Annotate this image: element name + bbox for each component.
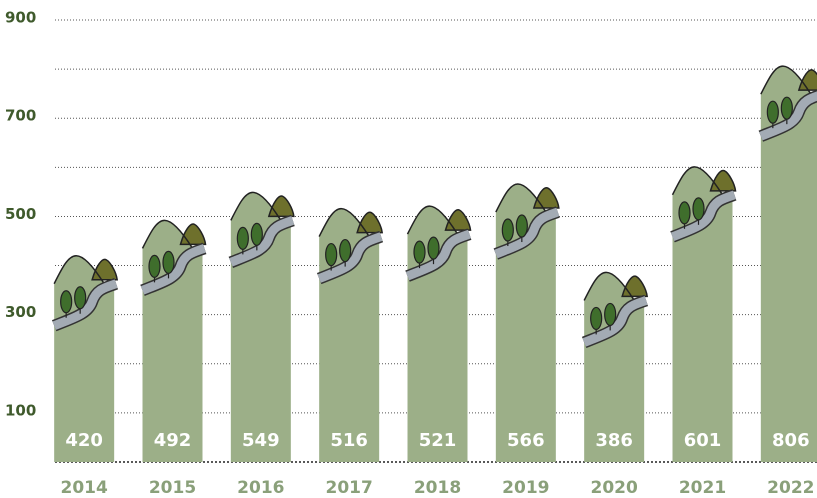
value-label: 516 bbox=[330, 430, 368, 451]
value-label: 521 bbox=[419, 430, 457, 451]
tree bbox=[75, 287, 86, 309]
y-tick-label: 300 bbox=[5, 303, 36, 321]
back-hill bbox=[622, 276, 647, 296]
value-label: 492 bbox=[154, 430, 192, 451]
x-tick-label: 2022 bbox=[767, 478, 814, 498]
tree bbox=[693, 198, 704, 220]
tree bbox=[502, 219, 513, 241]
tree bbox=[340, 240, 351, 262]
value-label: 806 bbox=[772, 430, 810, 451]
x-tick-label: 2016 bbox=[237, 478, 284, 498]
x-tick-label: 2014 bbox=[61, 478, 108, 498]
tree bbox=[781, 97, 792, 119]
value-label: 566 bbox=[507, 430, 545, 451]
value-label: 386 bbox=[595, 430, 633, 451]
value-label: 420 bbox=[65, 430, 103, 451]
tree bbox=[516, 215, 527, 237]
back-hill bbox=[269, 196, 294, 216]
back-hill bbox=[711, 171, 736, 191]
tree bbox=[767, 101, 778, 123]
tree bbox=[605, 303, 616, 325]
y-tick-label: 100 bbox=[5, 401, 36, 419]
tree bbox=[61, 291, 72, 313]
x-tick-label: 2021 bbox=[679, 478, 726, 498]
tree bbox=[414, 241, 425, 263]
tree bbox=[163, 251, 174, 273]
x-tick-label: 2015 bbox=[149, 478, 196, 498]
tree bbox=[679, 202, 690, 224]
tree bbox=[326, 244, 337, 266]
value-label: 549 bbox=[242, 430, 280, 451]
x-tick-label: 2017 bbox=[326, 478, 373, 498]
y-tick-label: 500 bbox=[5, 205, 36, 223]
x-tick-label: 2020 bbox=[591, 478, 638, 498]
tree bbox=[251, 223, 262, 245]
tree bbox=[149, 255, 160, 277]
y-tick-label: 700 bbox=[5, 107, 36, 125]
x-tick-label: 2019 bbox=[502, 478, 549, 498]
back-hill bbox=[446, 210, 471, 230]
back-hill bbox=[357, 212, 382, 232]
y-tick-label: 900 bbox=[5, 9, 36, 27]
tree bbox=[591, 307, 602, 329]
back-hill bbox=[534, 188, 559, 208]
tree bbox=[237, 227, 248, 249]
x-tick-label: 2018 bbox=[414, 478, 461, 498]
chart: 100 300 500 700 900 420 2014 492 2015 549 2016 516 2… bbox=[0, 0, 817, 498]
back-hill bbox=[92, 259, 117, 279]
tree bbox=[428, 237, 439, 259]
back-hill bbox=[181, 224, 206, 244]
value-label: 601 bbox=[684, 430, 722, 451]
